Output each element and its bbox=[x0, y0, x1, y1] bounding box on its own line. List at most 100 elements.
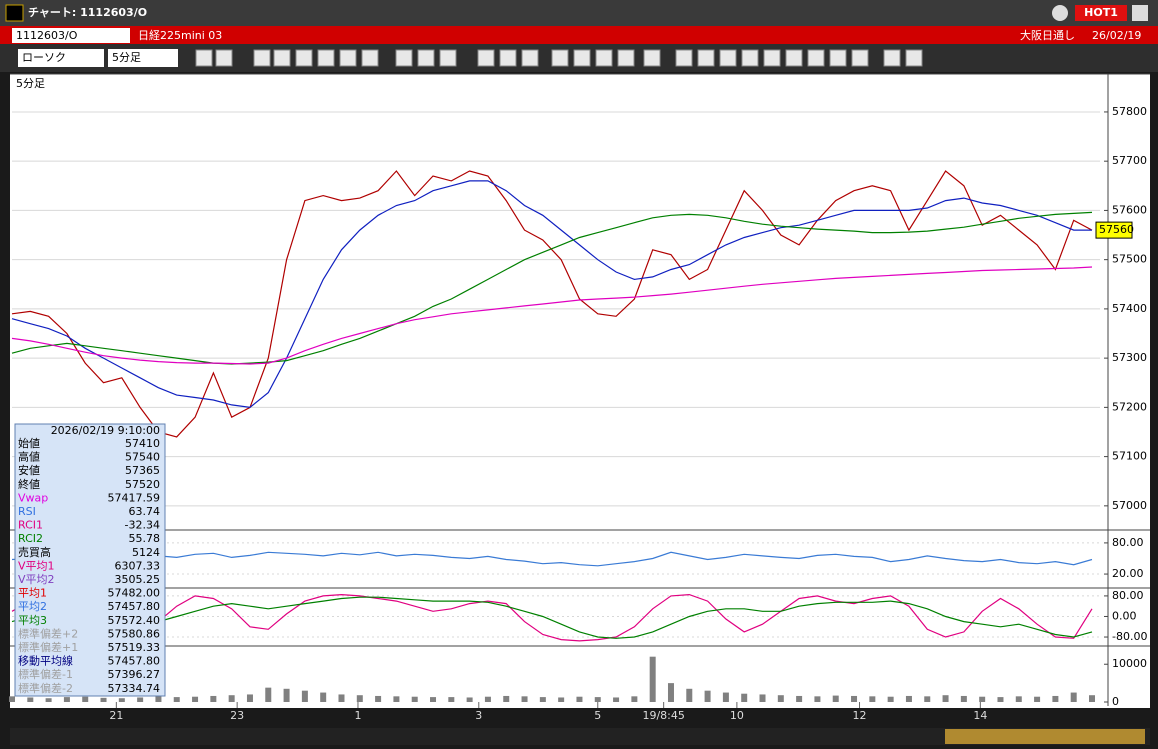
info-value: 57519.33 bbox=[108, 641, 161, 654]
x-tick-label: 5 bbox=[594, 709, 601, 722]
scroll-thumb[interactable] bbox=[945, 729, 1145, 744]
tool-icon[interactable] bbox=[617, 49, 635, 67]
info-label: Vwap bbox=[18, 491, 48, 504]
tool-icon[interactable] bbox=[675, 49, 693, 67]
y-tick-label: 57000 bbox=[1112, 499, 1147, 512]
tool-icon[interactable] bbox=[883, 49, 901, 67]
volume-bar bbox=[704, 690, 711, 702]
info-label: 始値 bbox=[18, 436, 40, 450]
volume-bar bbox=[393, 696, 400, 702]
tool-icon[interactable] bbox=[763, 49, 781, 67]
tool-icon[interactable] bbox=[361, 49, 379, 67]
tool-icon[interactable] bbox=[215, 49, 233, 67]
tool-icon[interactable] bbox=[719, 49, 737, 67]
volume-bar bbox=[301, 690, 308, 702]
volume-bar bbox=[1015, 696, 1022, 702]
hot-button[interactable] bbox=[1075, 5, 1127, 21]
exchange: 大阪日通し bbox=[1020, 28, 1075, 42]
x-tick-label: 23 bbox=[230, 709, 244, 722]
volume-bar bbox=[905, 695, 912, 702]
tool-icon[interactable] bbox=[477, 49, 495, 67]
volume-bar bbox=[466, 697, 473, 702]
volume-bar bbox=[979, 696, 986, 702]
volume-bar bbox=[869, 696, 876, 702]
y-tick-label: 10000 bbox=[1112, 657, 1147, 670]
tool-icon[interactable] bbox=[741, 49, 759, 67]
tool-icon[interactable] bbox=[339, 49, 357, 67]
series-line bbox=[11, 170, 1093, 438]
volume-bar bbox=[484, 696, 491, 702]
volume-bar bbox=[722, 692, 729, 702]
scroll-bar[interactable] bbox=[10, 728, 1150, 745]
volume-bar bbox=[851, 695, 858, 702]
x-tick-label: 21 bbox=[109, 709, 123, 722]
tool-icon[interactable] bbox=[395, 49, 413, 67]
tool-icon[interactable] bbox=[851, 49, 869, 67]
symbol: 1112603/O bbox=[16, 29, 78, 42]
volume-bar bbox=[539, 697, 546, 702]
tool-icon[interactable] bbox=[295, 49, 313, 67]
close-button[interactable] bbox=[1132, 5, 1148, 21]
tool-icon[interactable] bbox=[905, 49, 923, 67]
tool-icon[interactable] bbox=[499, 49, 517, 67]
tool-icon[interactable] bbox=[253, 49, 271, 67]
volume-bar bbox=[411, 696, 418, 702]
y-tick-label: -80.00 bbox=[1112, 630, 1147, 643]
tool-icon[interactable] bbox=[439, 49, 457, 67]
tool-icon[interactable] bbox=[643, 49, 661, 67]
help-button[interactable] bbox=[1052, 5, 1068, 21]
info-panel: 2026/02/19 9:10:00 始値 57410 高値 57540 安値 57365 終… bbox=[14, 423, 166, 697]
tool-icon[interactable] bbox=[417, 49, 435, 67]
info-label: 平均2 bbox=[18, 600, 47, 613]
tool-icon[interactable] bbox=[273, 49, 291, 67]
x-tick-label: 12 bbox=[853, 709, 867, 722]
info-box bbox=[14, 423, 166, 697]
tool-icon[interactable] bbox=[317, 49, 335, 67]
volume-bar bbox=[338, 694, 345, 702]
volume-bar bbox=[210, 695, 217, 702]
volume-bar bbox=[173, 697, 180, 702]
volume-bar bbox=[63, 697, 70, 702]
y-tick-label: 20.00 bbox=[1112, 567, 1144, 580]
y-tick-label: 57800 bbox=[1112, 105, 1147, 118]
app-icon bbox=[5, 4, 24, 22]
volume-bar bbox=[27, 697, 34, 702]
info-value: 57457.80 bbox=[108, 655, 161, 668]
info-label: 平均3 bbox=[18, 614, 47, 627]
x-tick-label: 19/8:45 bbox=[642, 709, 684, 722]
panel-title: 5分足 bbox=[16, 77, 45, 90]
info-value: 57365 bbox=[125, 464, 160, 477]
volume-bar bbox=[942, 695, 949, 702]
tool-icon[interactable] bbox=[521, 49, 539, 67]
tool-icon[interactable] bbox=[595, 49, 613, 67]
tool-icon[interactable] bbox=[551, 49, 569, 67]
info-value: 57520 bbox=[125, 478, 160, 491]
tool-icon[interactable] bbox=[807, 49, 825, 67]
info-value: 57417.59 bbox=[108, 491, 161, 504]
x-tick-label: 14 bbox=[973, 709, 987, 722]
tool-icon[interactable] bbox=[573, 49, 591, 67]
tool-icon[interactable] bbox=[785, 49, 803, 67]
volume-bar bbox=[997, 697, 1004, 702]
info-value: 57396.27 bbox=[108, 668, 161, 681]
series-line bbox=[11, 211, 1093, 365]
volume-bar bbox=[613, 697, 620, 702]
chart-type-select[interactable] bbox=[18, 49, 104, 67]
volume-bar bbox=[192, 696, 199, 702]
volume-bar bbox=[576, 696, 583, 702]
chart-type: ローソク bbox=[22, 51, 66, 64]
volume-bar bbox=[118, 698, 125, 702]
info-value: 57410 bbox=[125, 437, 160, 450]
symbol-box[interactable] bbox=[12, 28, 130, 43]
info-label: RSI bbox=[18, 505, 36, 518]
tool-icon[interactable] bbox=[829, 49, 847, 67]
tool-icon[interactable] bbox=[697, 49, 715, 67]
volume-bar bbox=[594, 697, 601, 702]
chart-area bbox=[10, 74, 1150, 708]
tool-icon[interactable] bbox=[195, 49, 213, 67]
info-label: V平均1 bbox=[18, 559, 55, 572]
volume-bar bbox=[45, 698, 52, 702]
info-label: 安値 bbox=[18, 463, 40, 477]
interval-select[interactable] bbox=[108, 49, 178, 67]
volume-bar bbox=[667, 683, 674, 702]
